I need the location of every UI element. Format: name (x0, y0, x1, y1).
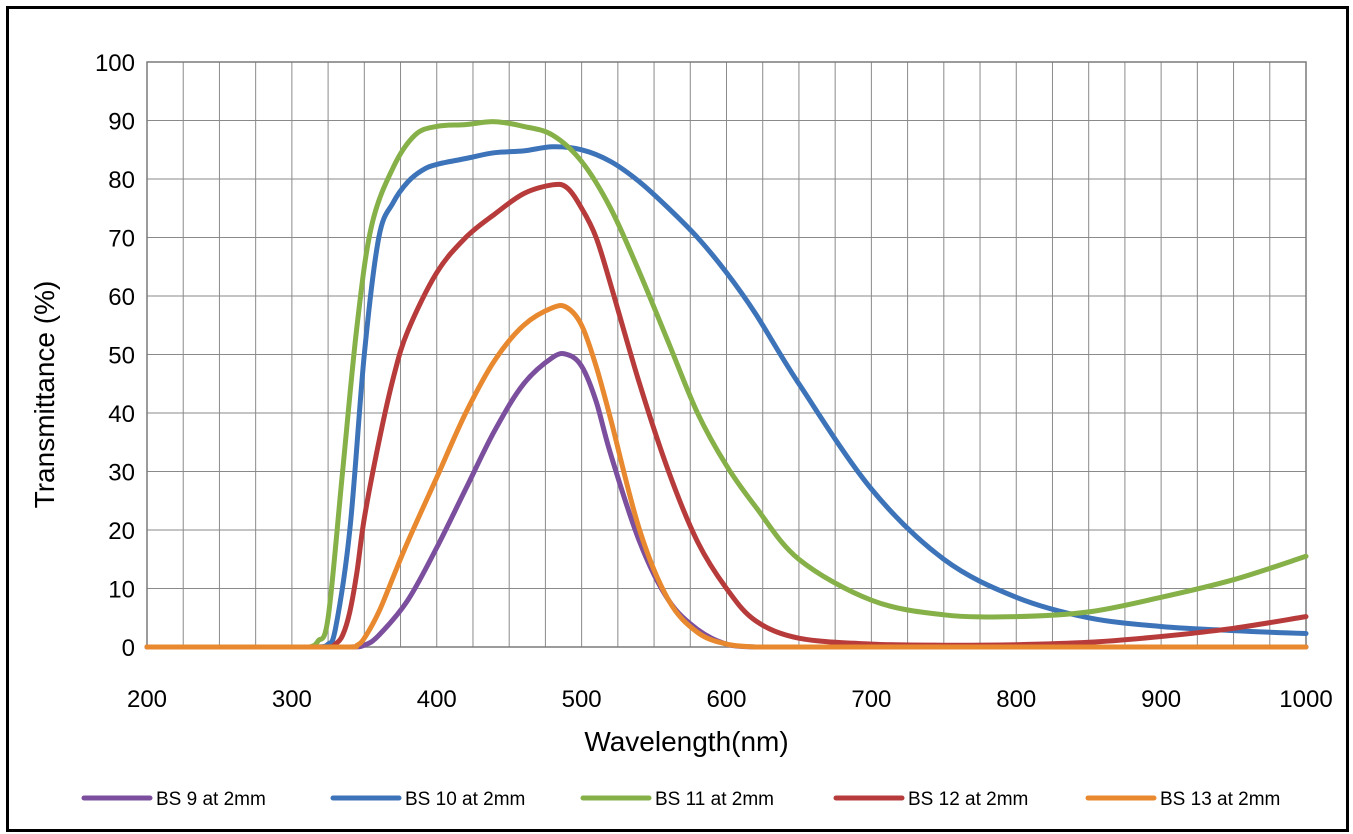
y-tick-label: 50 (108, 343, 135, 370)
x-tick-label: 300 (272, 686, 312, 713)
legend-item: BS 12 at 2mm (833, 789, 1028, 810)
y-tick-label: 60 (108, 284, 135, 311)
legend-label: BS 12 at 2mm (908, 789, 1028, 810)
y-tick-label: 40 (108, 401, 135, 428)
legend-item: BS 11 at 2mm (580, 789, 774, 810)
y-tick-label: 10 (108, 577, 135, 604)
x-tick-label: 900 (1141, 686, 1181, 713)
data-series (144, 119, 1309, 650)
x-tick-label: 200 (127, 686, 167, 713)
x-tick-label: 1000 (1279, 686, 1332, 713)
legend-label: BS 13 at 2mm (1160, 789, 1280, 810)
x-tick-label: 500 (562, 686, 602, 713)
legend: BS 9 at 2mm BS 10 at 2mm BS 11 at 2mm BS 12… (81, 789, 1280, 810)
y-tick-label: 70 (108, 226, 135, 253)
plot-area-border (146, 61, 1307, 648)
legend-item: BS 10 at 2mm (330, 789, 525, 810)
y-tick-label: 20 (108, 518, 135, 545)
y-axis-title: Transmittance (%) (29, 281, 60, 509)
legend-label: BS 11 at 2mm (655, 789, 774, 810)
y-tick-label: 80 (108, 167, 135, 194)
y-tick-label: 0 (122, 635, 135, 662)
grid-lines (146, 61, 1307, 648)
y-tick-label: 30 (108, 460, 135, 487)
plot-border (146, 61, 1307, 648)
x-tick-label: 800 (996, 686, 1036, 713)
series-line-bs-10-at-2mm (144, 144, 1309, 650)
legend-item: BS 13 at 2mm (1085, 789, 1280, 810)
x-axis-title: Wavelength(nm) (584, 726, 788, 757)
y-tick-label: 100 (95, 50, 135, 77)
legend-label: BS 10 at 2mm (405, 789, 525, 810)
tick-labels: 0 10 20 30 40 50 60 70 80 90 100 200 300 400 500 600 700… (95, 50, 1333, 713)
series-line-bs-13-at-2mm (144, 303, 1309, 650)
x-tick-label: 400 (417, 686, 457, 713)
series-line-bs-11-at-2mm (144, 119, 1309, 650)
legend-item: BS 9 at 2mm (81, 789, 266, 810)
x-tick-label: 700 (851, 686, 891, 713)
legend-label: BS 9 at 2mm (156, 789, 266, 810)
x-tick-label: 600 (706, 686, 746, 713)
y-tick-label: 90 (108, 109, 135, 136)
